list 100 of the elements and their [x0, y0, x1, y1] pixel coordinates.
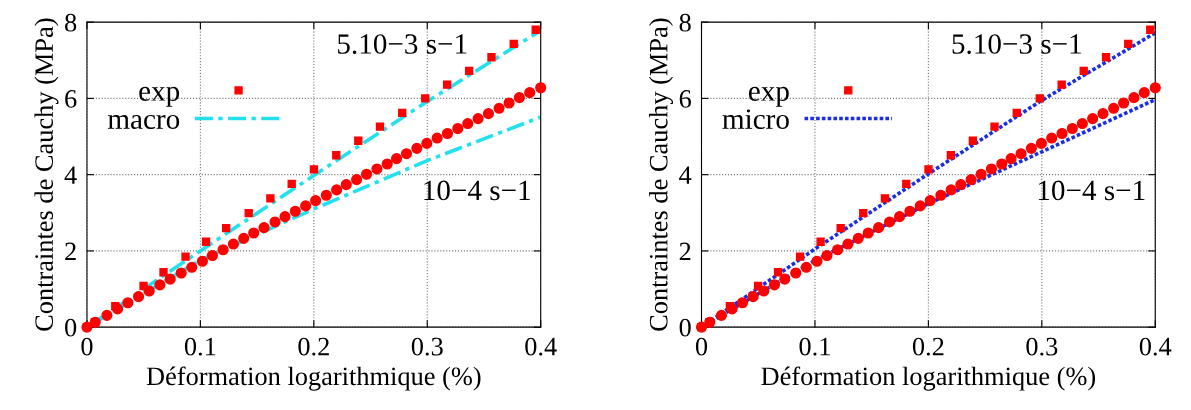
- point: [990, 122, 999, 131]
- point: [816, 237, 825, 246]
- point: [1057, 80, 1066, 89]
- point: [904, 205, 916, 217]
- point: [1012, 108, 1021, 118]
- point: [725, 302, 735, 311]
- point: [464, 66, 474, 76]
- point: [1124, 39, 1133, 49]
- point: [924, 165, 933, 174]
- point: [351, 174, 363, 186]
- y-tick-label: 6: [65, 90, 77, 108]
- point: [289, 205, 301, 217]
- y-tick-label: 8: [679, 13, 691, 32]
- annotation: 5.10−3 s−1: [338, 34, 467, 54]
- point: [181, 252, 190, 261]
- point: [320, 189, 332, 201]
- point: [462, 118, 474, 130]
- point: [159, 268, 168, 277]
- point: [894, 211, 906, 223]
- point: [873, 222, 885, 234]
- point: [361, 168, 373, 180]
- x-tick-label: 0.2: [298, 337, 329, 356]
- point: [332, 151, 341, 160]
- legend-label: exp: [748, 86, 789, 107]
- point: [421, 137, 433, 149]
- point: [1035, 94, 1044, 103]
- point: [747, 291, 759, 303]
- point: [279, 211, 291, 223]
- point: [482, 108, 494, 120]
- point: [955, 179, 967, 191]
- point: [884, 216, 896, 228]
- point: [852, 232, 864, 244]
- point: [472, 113, 484, 125]
- point: [1066, 122, 1078, 135]
- point: [859, 209, 868, 218]
- point: [196, 255, 208, 267]
- point: [524, 87, 536, 99]
- point: [487, 53, 496, 62]
- point: [1118, 97, 1130, 109]
- point: [411, 142, 423, 154]
- point: [1101, 53, 1111, 62]
- point: [441, 127, 454, 140]
- point: [753, 281, 763, 291]
- point: [945, 184, 957, 196]
- x-tick-label: 0.4: [525, 337, 557, 356]
- y-tick-label: 0: [679, 318, 691, 337]
- point: [221, 223, 231, 233]
- x-tick-label: 0.1: [184, 337, 216, 356]
- point: [946, 151, 956, 160]
- point: [154, 279, 166, 291]
- point: [186, 261, 198, 273]
- y-tick-label: 4: [679, 166, 692, 184]
- point: [1015, 148, 1027, 160]
- point: [1025, 142, 1037, 154]
- point: [287, 179, 296, 188]
- point: [309, 165, 319, 174]
- point: [935, 189, 947, 201]
- point: [421, 94, 430, 103]
- point: [715, 309, 728, 321]
- point: [509, 39, 518, 49]
- legend-label: exp: [139, 86, 180, 107]
- x-axis-title: Déformation logarithmique (%): [761, 366, 1096, 391]
- point: [133, 291, 145, 303]
- point: [842, 238, 854, 250]
- point: [371, 163, 383, 175]
- point: [1146, 25, 1155, 34]
- point: [390, 153, 403, 165]
- point: [452, 122, 464, 135]
- x-tick-label: 0.3: [411, 337, 443, 356]
- point: [779, 273, 791, 285]
- y-tick-label: 0: [65, 318, 77, 337]
- point: [331, 184, 343, 196]
- point: [1076, 118, 1088, 130]
- point: [269, 216, 281, 228]
- point: [914, 200, 926, 212]
- x-tick-label: 0.1: [799, 337, 830, 356]
- point: [832, 244, 844, 256]
- legend-label: micro: [722, 109, 789, 129]
- point: [503, 97, 515, 109]
- point: [795, 252, 805, 261]
- y-axis-title: Contraintes de Cauchy (MPa): [34, 18, 59, 331]
- point: [768, 279, 780, 291]
- point: [227, 238, 239, 250]
- point: [836, 223, 845, 233]
- point: [300, 200, 312, 212]
- point: [975, 168, 987, 180]
- y-tick-label: 2: [65, 242, 76, 261]
- point: [1046, 132, 1058, 144]
- point: [400, 148, 413, 160]
- x-tick-label: 0.2: [912, 337, 944, 356]
- y-tick-label: 6: [679, 90, 691, 108]
- x-tick-label: 0.4: [1139, 337, 1172, 356]
- point: [1056, 127, 1068, 140]
- point: [821, 249, 833, 262]
- point: [398, 108, 407, 118]
- point: [266, 194, 275, 203]
- point: [862, 227, 874, 239]
- point: [375, 122, 385, 131]
- point: [175, 267, 187, 279]
- x-axis-title: Déformation logarithmique (%): [146, 366, 481, 391]
